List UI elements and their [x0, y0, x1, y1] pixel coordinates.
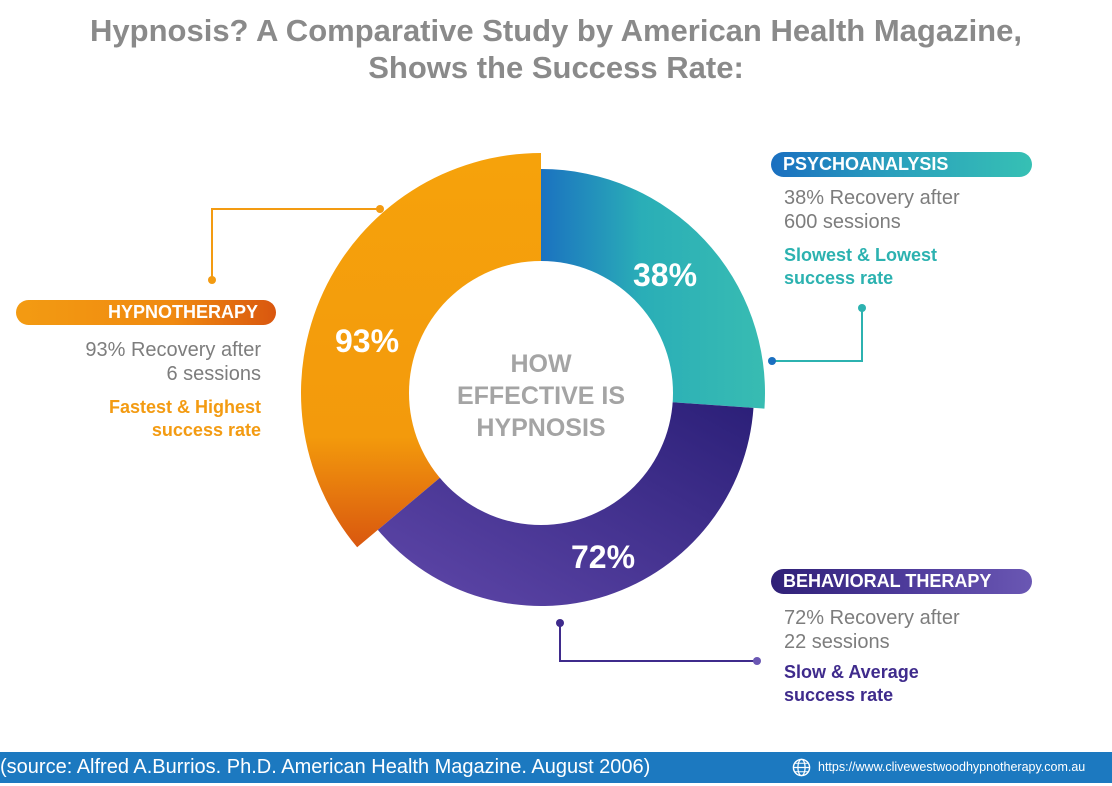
behavioral-rate-line-2: success rate — [784, 685, 894, 705]
globe-icon — [792, 758, 811, 777]
label-behavioral-value: 72% — [571, 539, 635, 575]
hypnotherapy-rate: Fastest & Highest success rate — [40, 396, 261, 442]
behavioral-desc-line-1: 72% Recovery after — [784, 607, 960, 629]
hypnotherapy-desc-line-2: 6 sessions — [166, 363, 262, 385]
center-label: HOW EFFECTIVE IS HYPNOSIS — [457, 350, 625, 442]
hypnotherapy-rate-line-1: Fastest & Highest — [108, 397, 261, 417]
hypnotherapy-rate-line-2: success rate — [151, 420, 261, 440]
label-psychoanalysis-value: 38% — [633, 257, 697, 293]
behavioral-desc-line-2: 22 sessions — [784, 631, 890, 653]
psychoanalysis-desc: 38% Recovery after 600 sessions — [784, 186, 960, 234]
center-label-line-2: EFFECTIVE IS — [457, 382, 625, 410]
psychoanalysis-rate: Slowest & Lowest success rate — [784, 244, 937, 290]
behavioral-rate: Slow & Average success rate — [784, 661, 919, 707]
center-label-line-3: HYPNOSIS — [476, 414, 605, 442]
behavioral-rate-line-1: Slow & Average — [784, 662, 919, 682]
label-hypnotherapy-value: 93% — [335, 323, 399, 359]
hypnotherapy-desc: 93% Recovery after 6 sessions — [40, 338, 261, 386]
psychoanalysis-desc-line-2: 600 sessions — [784, 211, 901, 233]
pill-hypnotherapy: HYPNOTHERAPY — [16, 300, 276, 325]
connector-hypnotherapy — [208, 205, 384, 284]
footer-bar: (source: Alfred A.Burrios. Ph.D. America… — [0, 752, 1112, 783]
segment-psychoanalysis — [541, 169, 765, 409]
psychoanalysis-rate-line-1: Slowest & Lowest — [784, 245, 938, 265]
pill-psychoanalysis: PSYCHOANALYSIS — [771, 152, 1032, 177]
segment-behavioral-therapy — [377, 402, 754, 607]
psychoanalysis-rate-line-2: success rate — [784, 268, 894, 288]
donut-hole — [409, 261, 673, 525]
pill-behavioral-therapy: BEHAVIORAL THERAPY — [771, 569, 1032, 594]
title-line-2: Shows the Success Rate: — [368, 50, 744, 85]
page-title: Hypnosis? A Comparative Study by America… — [0, 12, 1112, 86]
connector-behavioral-therapy — [556, 619, 761, 665]
website-link[interactable]: https://www.clivewestwoodhypnotherapy.co… — [818, 760, 1086, 774]
source-citation: (source: Alfred A.Burrios. Ph.D. America… — [0, 756, 651, 778]
connector-psychoanalysis — [768, 304, 866, 365]
psychoanalysis-desc-line-1: 38% Recovery after — [784, 187, 960, 209]
center-label-line-1: HOW — [510, 350, 572, 378]
segment-hypnotherapy — [300, 153, 541, 548]
behavioral-desc: 72% Recovery after 22 sessions — [784, 606, 960, 654]
title-line-1: Hypnosis? A Comparative Study by America… — [90, 13, 1022, 48]
hypnotherapy-desc-line-1: 93% Recovery after — [85, 339, 261, 361]
